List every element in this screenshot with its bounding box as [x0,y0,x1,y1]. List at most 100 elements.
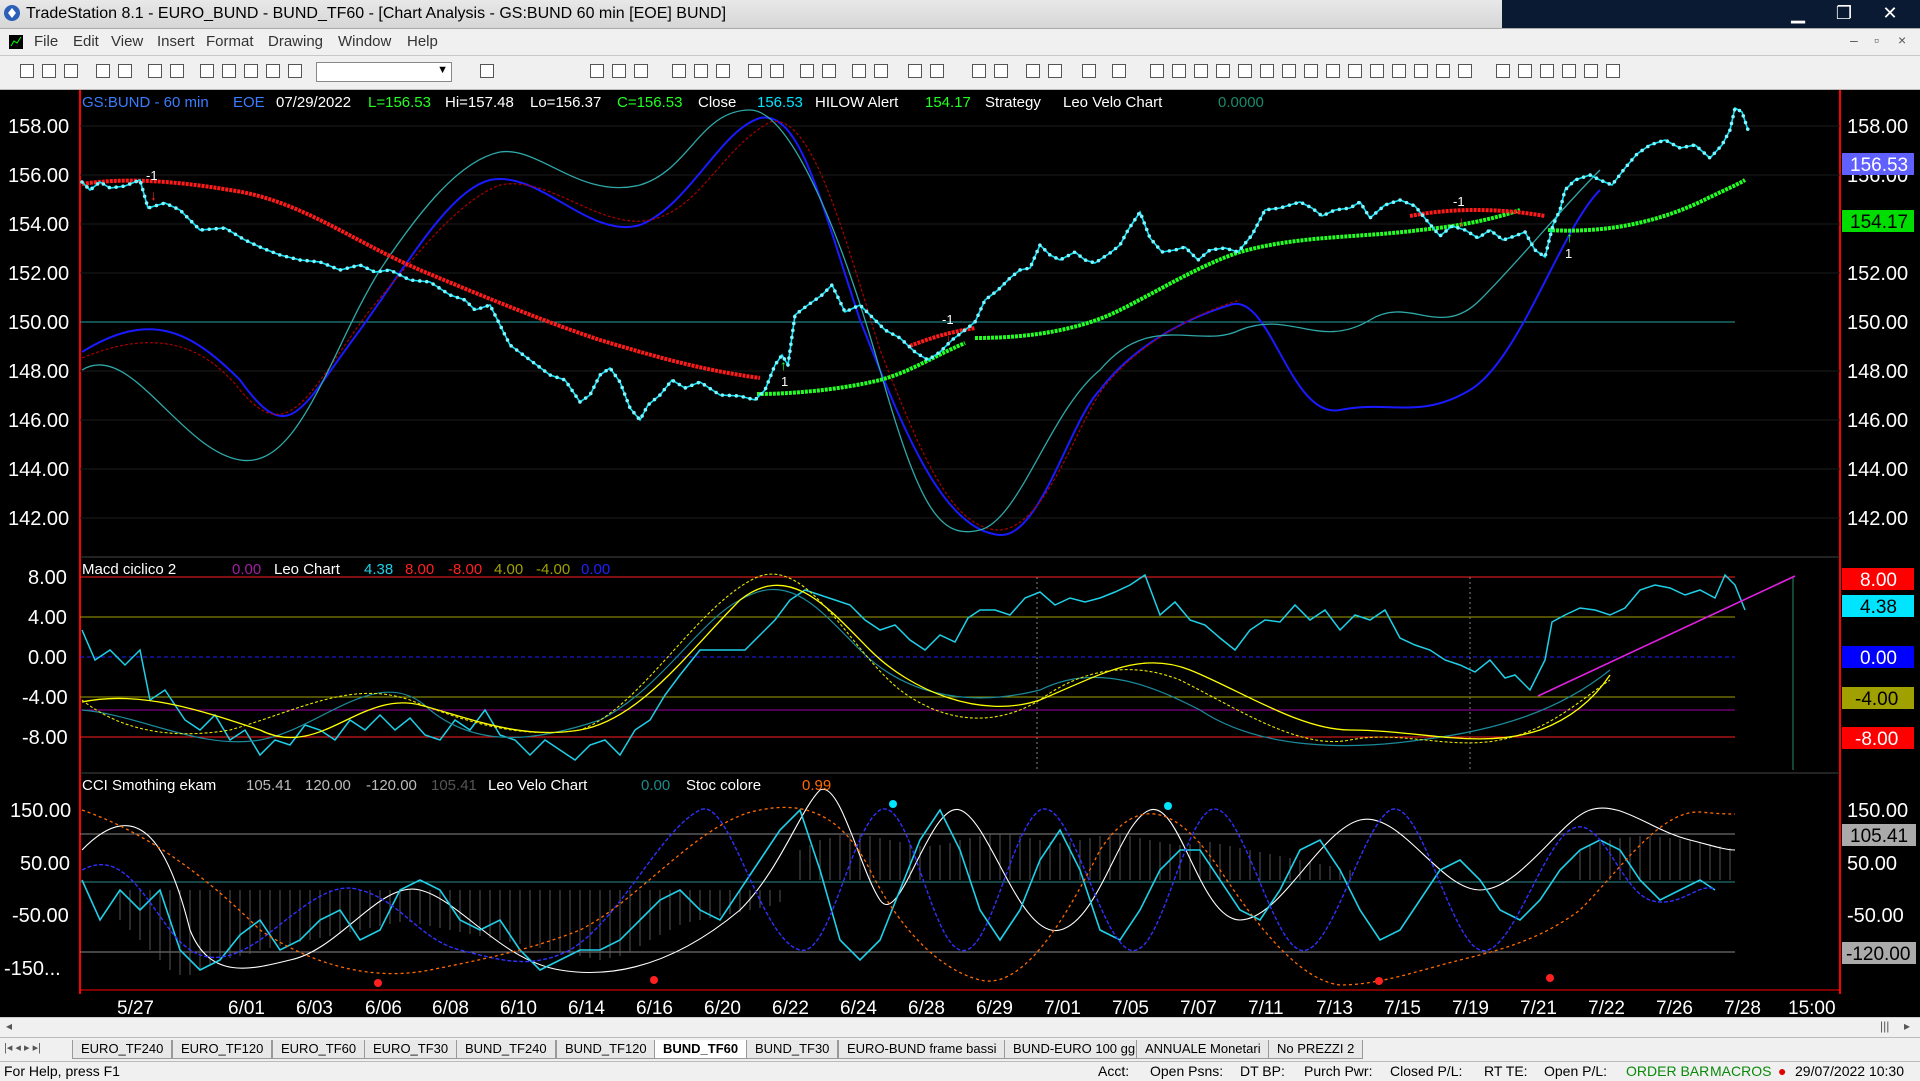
tab-euro-tf120[interactable]: EURO_TF120 [172,1040,273,1059]
macros-button[interactable]: MACROS [1710,1063,1772,1079]
macd-panel[interactable]: Macd ciclico 2 0.00 Leo Chart 4.38 8.00 … [22,561,1914,770]
tab-no-prezzi-2[interactable]: No PREZZI 2 [1268,1040,1364,1059]
menu-format[interactable]: Format [206,33,254,50]
scroll-right-arrow-icon[interactable]: ▸ [1904,1019,1911,1033]
rectangle-icon[interactable] [1584,64,1598,78]
cursor-icon[interactable] [1048,64,1062,78]
arc2-icon[interactable] [1436,64,1450,78]
tab-annuale-monetari[interactable]: ANNUALE Monetari [1136,1040,1270,1059]
tool-icon[interactable] [266,64,280,78]
speed-icon[interactable] [1304,64,1318,78]
window-icon[interactable] [200,64,214,78]
price-dot [1425,218,1429,223]
regression-icon[interactable] [1348,64,1362,78]
down-arrow-icon[interactable] [1518,64,1532,78]
price-dot [1379,206,1383,211]
draw-icon[interactable] [1112,64,1126,78]
chart2-icon[interactable] [612,64,626,78]
scroll-left-arrow-icon[interactable]: ◂ [6,1019,13,1033]
horizontal-scrollbar[interactable]: ◂ ||| ▸ [0,1017,1920,1037]
print-icon[interactable] [148,64,162,78]
scroll-thumb-icon[interactable]: ||| [1880,1019,1890,1033]
pencil-icon[interactable] [1458,64,1472,78]
mdi-restore-button[interactable]: ▫ [1874,32,1879,48]
tab-bund-tf120[interactable]: BUND_TF120 [556,1040,656,1059]
chart-window-icon[interactable] [8,34,24,50]
menu-window[interactable]: Window [338,33,392,50]
refresh-icon[interactable] [694,64,708,78]
chart-svg[interactable]: -1 ↓ 1 ↑ -1 ↓ -1 ↓ 1 ↑ GS:BUND - 60 min … [0,90,1920,1024]
close-button[interactable]: ✕ [1882,3,1898,23]
data-icon[interactable] [748,64,762,78]
arc-icon[interactable] [1326,64,1340,78]
window2-icon[interactable] [222,64,236,78]
wrench-icon[interactable] [1082,64,1096,78]
zoom-out-icon[interactable] [874,64,888,78]
arrow-left-icon[interactable] [1370,64,1384,78]
close-price-badge-text: 156.53 [1850,155,1908,176]
tab-euro-tf60[interactable]: EURO_TF60 [272,1040,366,1059]
menu-view[interactable]: View [111,33,144,50]
scroll-left-icon[interactable] [908,64,922,78]
trendline-icon[interactable] [1150,64,1164,78]
folder-icon[interactable] [118,64,132,78]
ellipse-icon[interactable] [1562,64,1576,78]
candles-icon[interactable] [800,64,814,78]
save-icon[interactable] [96,64,110,78]
tab-nav-icon[interactable]: |◂ ◂ ▸ ▸| [4,1042,41,1054]
channel-icon[interactable] [1216,64,1230,78]
new-icon[interactable] [20,64,34,78]
tab-euro-bund-frame-bassi[interactable]: EURO-BUND frame bassi [838,1040,1006,1059]
tab-euro-tf30[interactable]: EURO_TF30 [364,1040,458,1059]
parallel-icon[interactable] [1392,64,1406,78]
mdi-minimize-button[interactable]: – [1850,32,1858,48]
price-dot [140,187,145,192]
line-icon[interactable] [822,64,836,78]
status-dt-bp: DT BP: [1240,1063,1285,1079]
hline-icon[interactable] [1194,64,1208,78]
curve-icon[interactable] [1496,64,1510,78]
workspace-icon[interactable] [64,64,78,78]
search-icon[interactable] [480,64,494,78]
tab-bund-tf60[interactable]: BUND_TF60 [654,1040,748,1059]
price-dot [1361,204,1365,209]
angle-icon[interactable] [1260,64,1274,78]
price-panel[interactable] [80,90,1840,556]
print-preview-icon[interactable] [170,64,184,78]
lock-icon[interactable] [244,64,258,78]
gann-icon[interactable] [1282,64,1296,78]
tab-euro-tf240[interactable]: EURO_TF240 [72,1040,173,1059]
menu-help[interactable]: Help [407,33,438,50]
minimize-button[interactable]: ▁ [1791,3,1805,23]
chart-area[interactable]: -1 ↓ 1 ↑ -1 ↓ -1 ↓ 1 ↑ GS:BUND - 60 min … [0,90,1920,1024]
menu-edit[interactable]: Edit [73,33,99,50]
format-icon[interactable] [716,64,730,78]
mdi-close-button[interactable]: × [1898,32,1907,48]
order-bar-button[interactable]: ORDER BAR [1626,1063,1710,1079]
chart3-icon[interactable] [634,64,648,78]
cci-panel[interactable]: CCI Smothing ekam 105.41 120.00 -120.00 … [4,777,1916,987]
open-icon[interactable] [42,64,56,78]
unzoom-icon[interactable] [994,64,1008,78]
vline-icon[interactable] [1172,64,1186,78]
zoom-in-icon[interactable] [852,64,866,78]
tab-bund-tf30[interactable]: BUND_TF30 [746,1040,839,1059]
menu-drawing[interactable]: Drawing [268,33,324,50]
fib-icon[interactable] [1238,64,1252,78]
symbol-combo[interactable]: ▼ [316,62,452,82]
menu-insert[interactable]: Insert [157,33,195,50]
pitchfork-icon[interactable] [1414,64,1428,78]
up-arrow-icon[interactable] [1540,64,1554,78]
pointer-icon[interactable] [1026,64,1040,78]
tab-bund-euro-100gg[interactable]: BUND-EURO 100 gg [1004,1040,1145,1059]
restore-button[interactable]: ❐ [1835,3,1853,23]
scroll-right-icon[interactable] [930,64,944,78]
globe-icon[interactable] [288,64,302,78]
zoom-icon[interactable] [972,64,986,78]
tab-bund-tf240[interactable]: BUND_TF240 [456,1040,556,1059]
text-icon[interactable] [1606,64,1620,78]
bars-icon[interactable] [770,64,784,78]
chart-icon[interactable] [590,64,604,78]
link-icon[interactable] [672,64,686,78]
menu-file[interactable]: File [34,33,59,50]
